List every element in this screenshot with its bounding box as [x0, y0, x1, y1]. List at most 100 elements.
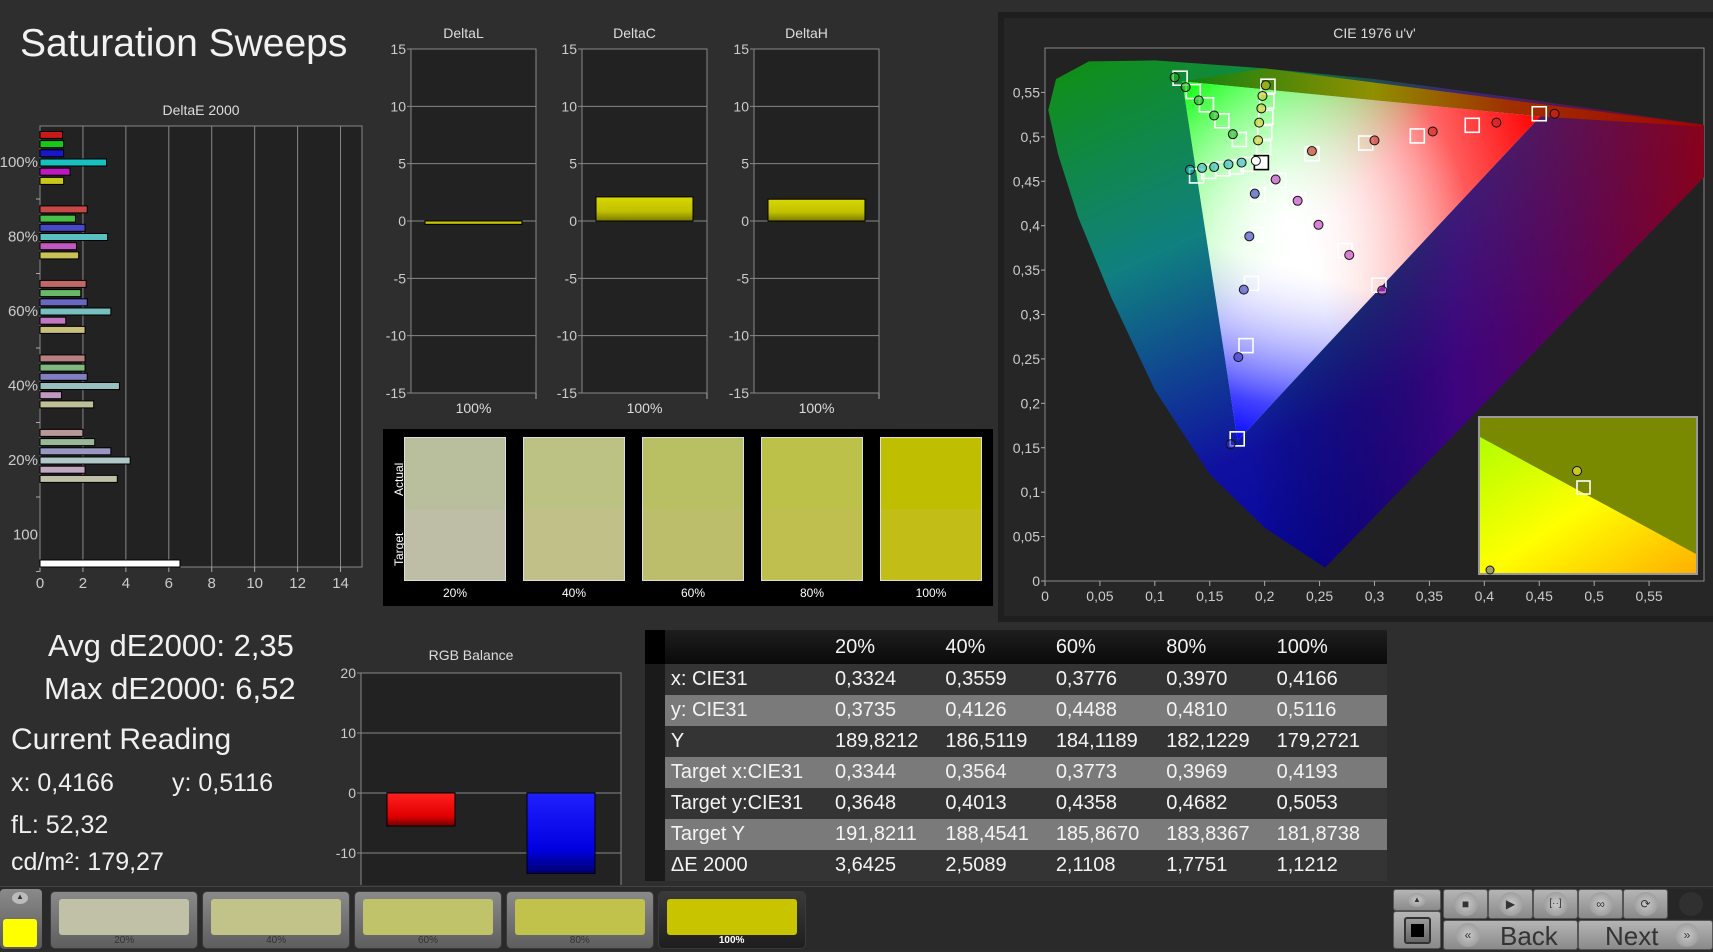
x-tick-label: 0 — [1041, 588, 1049, 604]
patch-label: 40% — [266, 935, 287, 946]
measure-range-button[interactable]: [··] — [1533, 889, 1578, 919]
next-button[interactable]: Next » — [1578, 920, 1713, 951]
row-label: x: CIE31 — [670, 668, 748, 690]
y-tick-label: 10 — [340, 725, 356, 741]
patch-button-80%[interactable]: 80% — [505, 891, 654, 949]
continuous-button[interactable]: ∞ — [1578, 889, 1623, 919]
measured-point — [1238, 284, 1249, 295]
patch-button-20%[interactable]: 20% — [50, 891, 199, 949]
actual-swatch — [405, 438, 505, 509]
x-category-label: 100% — [627, 400, 663, 416]
table-row: ΔE 2000 3,6425 2,5089 2,1108 1,7751 1,1212 — [645, 850, 1387, 881]
deltae-bar — [39, 354, 86, 363]
target-point — [1238, 337, 1254, 354]
measured-point — [1549, 108, 1560, 119]
patch-color — [211, 899, 342, 935]
table-cell: 0,3648 — [835, 792, 897, 814]
x-tick-label: 0 — [36, 575, 44, 592]
table-cell: 0,4193 — [1276, 761, 1338, 783]
table-cell: 0,4682 — [1166, 792, 1228, 814]
measured-point — [1377, 285, 1388, 296]
back-button[interactable]: « Back — [1443, 920, 1578, 951]
table-cell: 179,2721 — [1276, 730, 1361, 752]
expand-up-icon[interactable]: ▲ — [12, 892, 28, 904]
table-cell: 0,3564 — [945, 761, 1007, 783]
patch-button-100%[interactable]: 100% — [657, 891, 806, 949]
x-tick-label: 4 — [122, 575, 130, 592]
current-color-swatch — [3, 919, 37, 947]
collapse-button[interactable]: ▲ — [1393, 889, 1441, 911]
stop-big-button[interactable] — [1393, 911, 1441, 949]
stop-button[interactable]: ■ — [1443, 889, 1488, 919]
measured-point — [1223, 159, 1234, 170]
measurement-table: 20% 40% 60% 80% 100% x: CIE31 0,3324 0,3559 0,37… — [645, 630, 1387, 881]
refresh-button[interactable]: ⟳ — [1623, 889, 1668, 919]
chart-title: DeltaC — [613, 25, 656, 41]
x-tick-label: 0,15 — [1196, 588, 1223, 604]
play-button[interactable]: ▶ — [1488, 889, 1533, 919]
table-cell: 188,4541 — [945, 823, 1029, 845]
table-cell: 3,6425 — [835, 854, 897, 876]
measured-point — [1225, 439, 1236, 450]
row-label: Y — [670, 730, 685, 752]
measured-point — [1253, 135, 1264, 146]
table-cell: 1,1212 — [1276, 854, 1338, 876]
deltae-bar — [39, 559, 181, 568]
table-cell: 184,1189 — [1055, 730, 1138, 752]
target-point — [1464, 117, 1481, 134]
target-point — [1256, 124, 1273, 141]
table-cell: 2,1108 — [1055, 854, 1116, 876]
y-tick-label: 0 — [569, 213, 577, 229]
x-tick-label: 0,1 — [1145, 588, 1165, 604]
y-group-label: 60% — [8, 303, 38, 320]
table-cell: 0,5116 — [1276, 699, 1337, 721]
table-cell: 0,3776 — [1055, 668, 1117, 690]
current-color-panel: ▲ — [0, 889, 42, 949]
table-cell: 0,4166 — [1276, 668, 1338, 690]
y-tick-label: 0 — [348, 785, 356, 801]
row-label: Target y:CIE31 — [670, 792, 804, 814]
deltae-2000-chart: DeltaE 2000 0 2 4 6 8 10 12 14 100% 80% 60% 40% 20% 10… — [0, 102, 363, 592]
cie-1976-chart: CIE 1976 u'v' 0 0,05 0,1 0,15 0,2 0,25 0,3 0,35 0… — [998, 12, 1713, 622]
deltae-bar — [39, 214, 76, 223]
y-tick-label: 0,5 — [1021, 129, 1041, 145]
patch-button-40%[interactable]: 40% — [202, 891, 351, 949]
play-icon: ▶ — [1498, 892, 1523, 916]
target-point — [1229, 431, 1246, 447]
measured-point — [1169, 72, 1180, 83]
swatch-label: 40% — [561, 586, 587, 600]
delta-bar — [424, 220, 523, 225]
refresh-icon: ⟳ — [1633, 892, 1658, 916]
swatch-label: 60% — [680, 586, 706, 600]
measured-point — [1313, 219, 1324, 230]
x-tick-label: 0,5 — [1584, 588, 1604, 604]
measured-point — [1306, 146, 1317, 157]
y-tick-label: 15 — [733, 41, 749, 57]
measured-point — [1254, 117, 1265, 128]
y-tick-label: 5 — [569, 156, 577, 172]
plot-area — [39, 125, 363, 568]
y-tick-label: -5 — [565, 270, 578, 286]
column-header: 40% — [945, 635, 986, 658]
measured-point — [1193, 95, 1204, 106]
patch-label: 80% — [569, 935, 590, 946]
y-tick-label: -15 — [557, 385, 577, 401]
rgb-bar-blue — [526, 792, 596, 874]
y-tick-label: 0,25 — [1013, 351, 1040, 367]
target-point — [1243, 275, 1260, 292]
x-tick-label: 2 — [79, 575, 87, 592]
deltae-bar — [39, 438, 96, 447]
y-tick-label: 0,55 — [1013, 84, 1040, 100]
patch-button-60%[interactable]: 60% — [353, 891, 502, 949]
measured-point — [1270, 174, 1281, 185]
deltae-bar — [39, 251, 80, 260]
measured-point — [1244, 231, 1255, 242]
table-cell: 0,3970 — [1166, 668, 1228, 690]
x-tick-label: 0,45 — [1526, 588, 1553, 604]
deltae-bar — [39, 456, 131, 465]
target-point — [1214, 113, 1230, 129]
target-point — [1290, 192, 1307, 208]
y-tick-label: -10 — [729, 328, 749, 344]
gamut-triangle-shade — [1182, 81, 1541, 441]
measured-point — [1292, 195, 1303, 206]
